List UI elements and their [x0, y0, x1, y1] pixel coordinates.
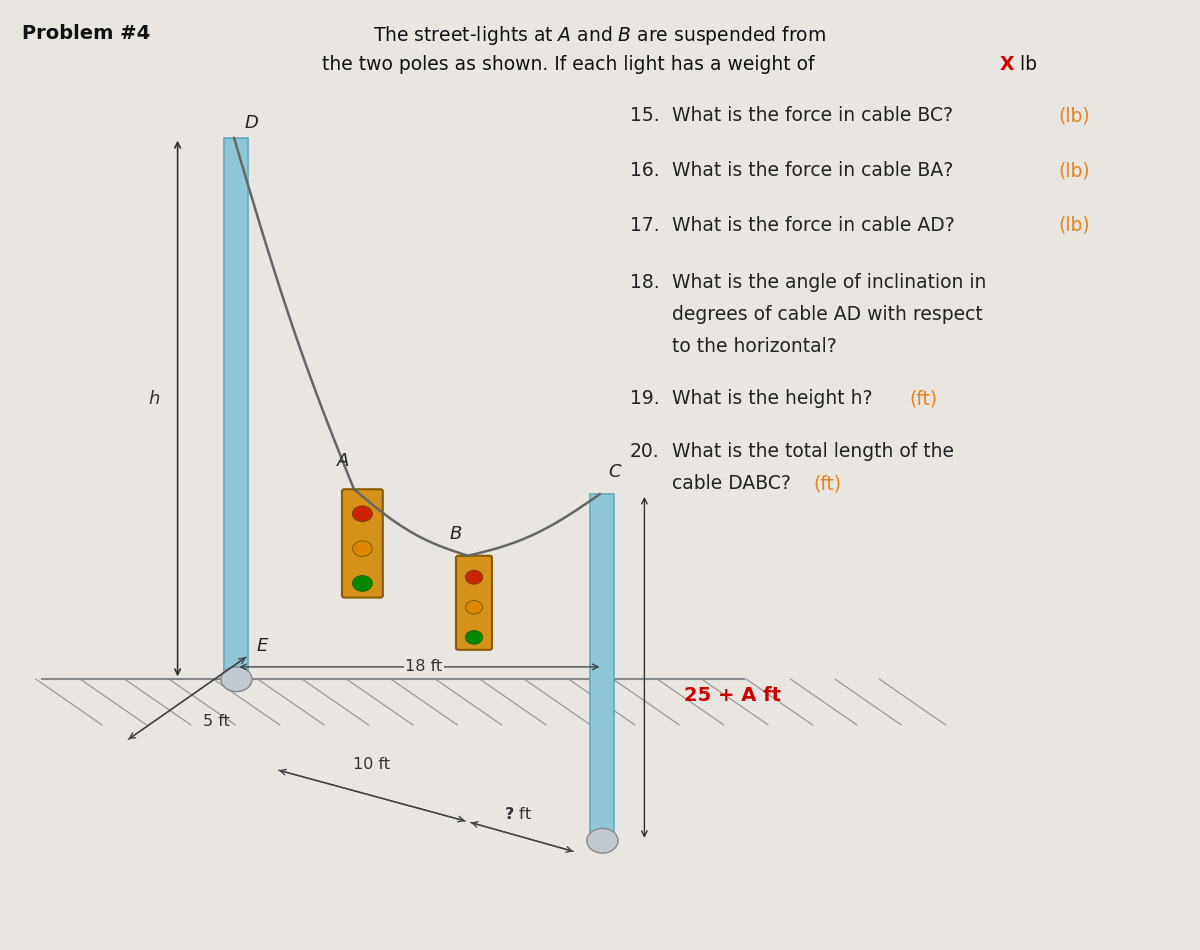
- Text: (ft): (ft): [910, 390, 937, 408]
- Text: What is the force in cable AD?: What is the force in cable AD?: [672, 216, 961, 235]
- Text: (ft): (ft): [814, 474, 841, 493]
- FancyBboxPatch shape: [342, 489, 383, 598]
- Text: $A$: $A$: [336, 452, 350, 469]
- Circle shape: [587, 828, 618, 853]
- FancyBboxPatch shape: [456, 556, 492, 650]
- Text: the two poles as shown. If each light has a weight of: the two poles as shown. If each light ha…: [322, 55, 820, 74]
- Text: X: X: [1000, 55, 1014, 74]
- Text: $B$: $B$: [449, 525, 463, 542]
- Circle shape: [466, 631, 482, 644]
- Text: 10 ft: 10 ft: [354, 757, 390, 772]
- Circle shape: [353, 576, 372, 591]
- Text: 15.: 15.: [630, 106, 660, 125]
- Text: (lb): (lb): [1058, 162, 1090, 180]
- Text: What is the force in cable BC?: What is the force in cable BC?: [672, 106, 959, 125]
- Text: 25 + A ft: 25 + A ft: [684, 686, 781, 705]
- Bar: [224, 138, 248, 679]
- Text: What is the force in cable BA?: What is the force in cable BA?: [672, 162, 959, 180]
- Text: (lb): (lb): [1058, 106, 1090, 125]
- Text: $C$: $C$: [608, 464, 623, 481]
- Circle shape: [353, 506, 372, 522]
- Text: $D$: $D$: [245, 115, 259, 132]
- Text: Problem #4: Problem #4: [22, 24, 150, 43]
- Text: 18.: 18.: [630, 273, 660, 292]
- Text: 17.: 17.: [630, 216, 660, 235]
- Circle shape: [466, 600, 482, 614]
- Circle shape: [466, 571, 482, 584]
- Circle shape: [221, 667, 252, 692]
- Text: What is the angle of inclination in: What is the angle of inclination in: [672, 273, 986, 292]
- Text: cable DABC?: cable DABC?: [672, 474, 797, 493]
- Circle shape: [353, 541, 372, 557]
- Bar: [590, 494, 614, 841]
- Text: (lb): (lb): [1058, 216, 1090, 235]
- Text: lb: lb: [1014, 55, 1037, 74]
- Text: 20.: 20.: [630, 442, 660, 461]
- Text: $E$: $E$: [256, 637, 270, 655]
- Text: The street-lights at $\mathit{A}$ and $\mathit{B}$ are suspended from: The street-lights at $\mathit{A}$ and $\…: [373, 24, 827, 47]
- Text: What is the total length of the: What is the total length of the: [672, 442, 954, 461]
- Text: degrees of cable AD with respect: degrees of cable AD with respect: [672, 305, 983, 324]
- Text: $\mathbf{?}$ ft: $\mathbf{?}$ ft: [504, 807, 533, 822]
- Text: 16.: 16.: [630, 162, 660, 180]
- Text: to the horizontal?: to the horizontal?: [672, 337, 836, 356]
- Text: 19.: 19.: [630, 390, 660, 408]
- Text: What is the height h?: What is the height h?: [672, 390, 878, 408]
- Text: 18 ft: 18 ft: [404, 659, 443, 674]
- Text: 5 ft: 5 ft: [203, 713, 229, 729]
- Text: $h$: $h$: [148, 390, 160, 408]
